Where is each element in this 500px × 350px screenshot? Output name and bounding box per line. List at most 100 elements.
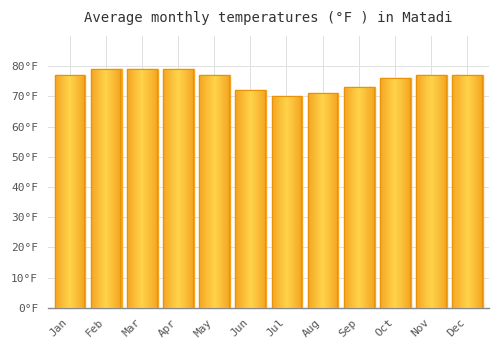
Bar [446,75,447,308]
Bar [422,75,424,308]
Bar [255,90,256,308]
Bar [95,69,96,308]
Bar [70,75,71,308]
Bar [313,93,314,308]
Bar [98,69,99,308]
Bar [332,93,334,308]
Bar [167,69,168,308]
Bar [148,69,150,308]
Bar [296,96,297,308]
Bar [392,78,394,308]
Bar [103,69,104,308]
Bar [63,75,64,308]
Bar [129,69,130,308]
Bar [287,96,288,308]
Bar [445,75,446,308]
Bar [226,75,227,308]
Bar [108,69,110,308]
Bar [92,69,93,308]
Bar [210,75,212,308]
Bar [288,96,289,308]
Bar [482,75,483,308]
Bar [150,69,152,308]
Bar [240,90,242,308]
Bar [102,69,103,308]
Bar [282,96,283,308]
Bar [272,96,274,308]
Bar [362,88,364,308]
Bar [354,88,355,308]
Bar [334,93,336,308]
Bar [56,75,57,308]
Bar [165,69,166,308]
Bar [352,88,353,308]
Bar [472,75,473,308]
Bar [228,75,229,308]
Bar [221,75,222,308]
Bar [441,75,442,308]
Bar [286,96,287,308]
Bar [130,69,131,308]
Bar [299,96,300,308]
Bar [80,75,82,308]
Bar [327,93,328,308]
Bar [212,75,214,308]
Bar [142,69,144,308]
Bar [112,69,114,308]
Bar [168,69,170,308]
Bar [292,96,293,308]
Bar [146,69,148,308]
Bar [402,78,404,308]
Bar [216,75,218,308]
Bar [324,93,325,308]
Bar [466,75,468,308]
Bar [416,75,446,308]
Bar [220,75,221,308]
Bar [127,69,156,308]
Bar [344,88,374,308]
Bar [308,93,309,308]
Bar [91,69,120,308]
Bar [452,75,482,308]
Bar [357,88,358,308]
Bar [382,78,383,308]
Bar [184,69,186,308]
Bar [321,93,322,308]
Bar [144,69,146,308]
Bar [276,96,277,308]
Bar [166,69,168,308]
Bar [190,69,191,308]
Bar [358,88,360,308]
Bar [315,93,316,308]
Bar [114,69,116,308]
Bar [200,75,202,308]
Bar [325,93,326,308]
Bar [188,69,189,308]
Bar [346,88,347,308]
Bar [385,78,386,308]
Bar [99,69,100,308]
Bar [93,69,94,308]
Bar [252,90,253,308]
Bar [156,69,158,308]
Bar [355,88,356,308]
Bar [133,69,134,308]
Bar [193,69,194,308]
Bar [468,75,469,308]
Bar [480,75,481,308]
Bar [132,69,133,308]
Bar [134,69,135,308]
Bar [238,90,240,308]
Bar [289,96,290,308]
Bar [468,75,470,308]
Bar [259,90,260,308]
Bar [54,75,56,308]
Bar [308,93,338,308]
Bar [76,75,77,308]
Bar [432,75,434,308]
Bar [152,69,154,308]
Bar [60,75,61,308]
Bar [438,75,439,308]
Bar [436,75,438,308]
Bar [384,78,385,308]
